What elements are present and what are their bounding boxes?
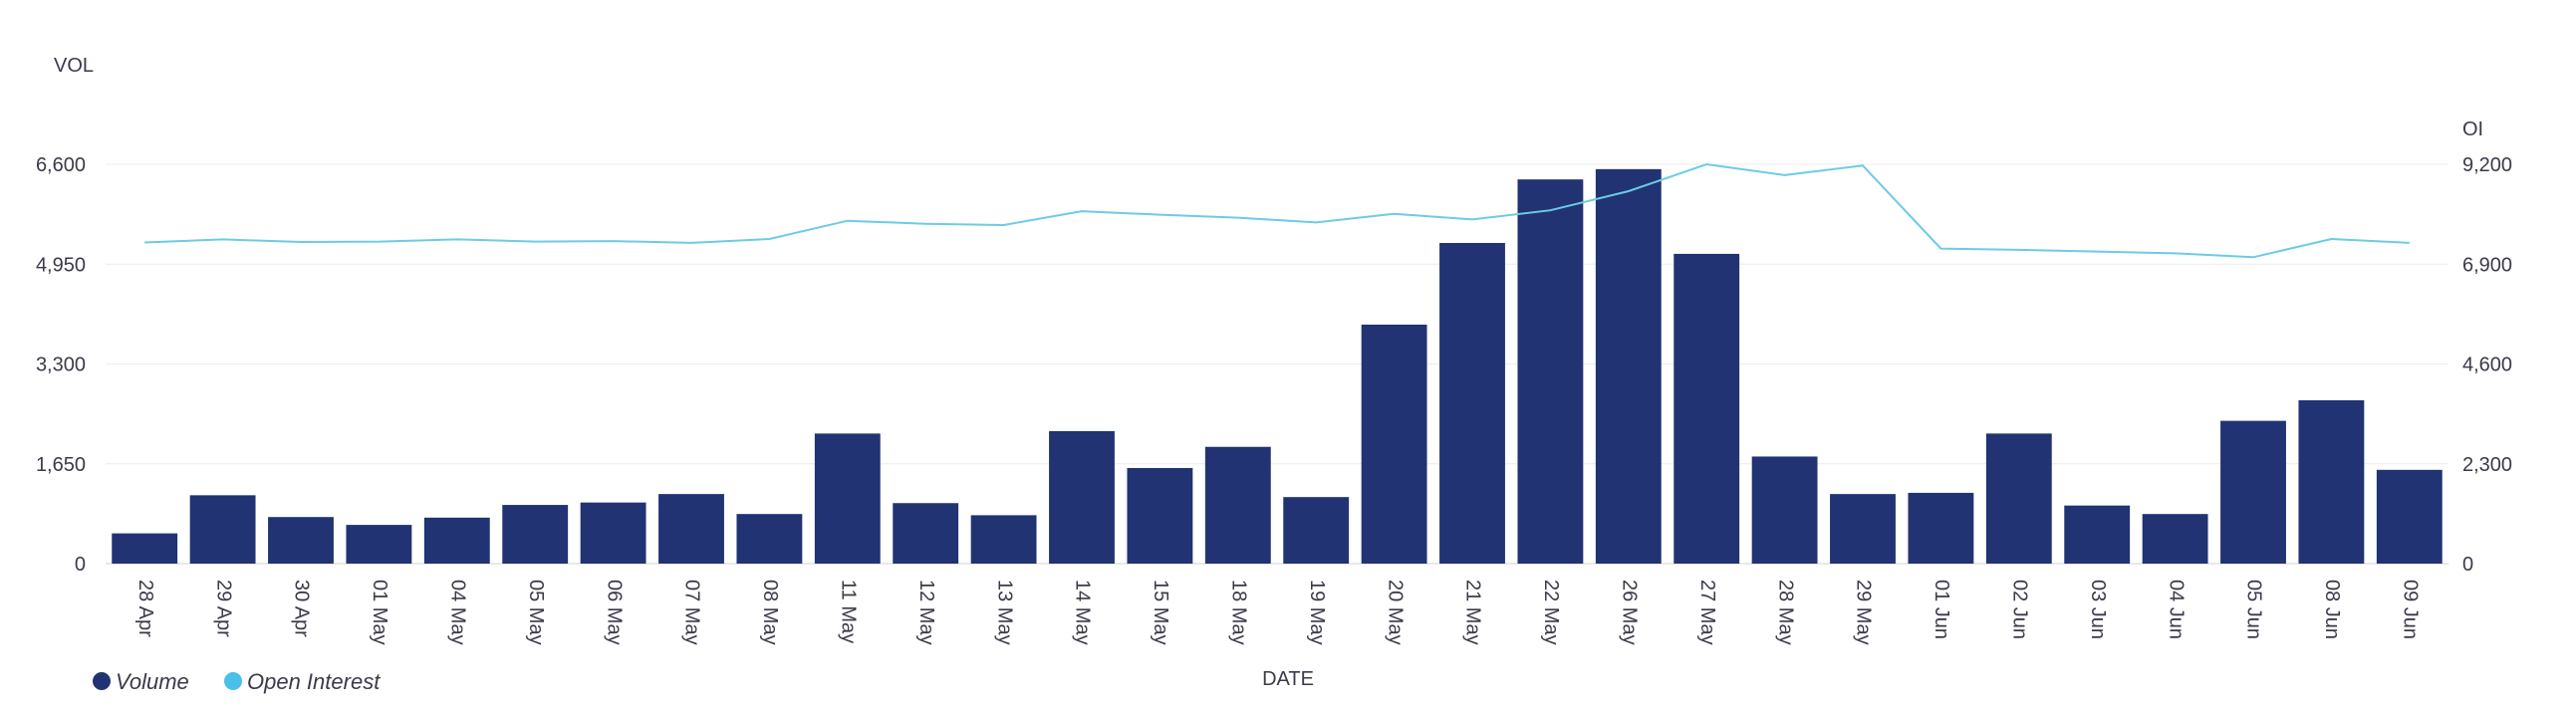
left-axis-title: VOL [54, 55, 94, 77]
right-tick-label: 4,600 [2462, 355, 2512, 376]
volume-bar[interactable] [1361, 325, 1427, 564]
left-tick-label: 0 [75, 554, 86, 576]
x-tick-label: 28 Apr [134, 580, 156, 637]
x-tick-label: 04 Jun [2165, 580, 2187, 639]
x-tick-label: 11 May [838, 580, 860, 643]
volume-bar[interactable] [814, 433, 881, 564]
x-tick-label: 02 Jun [2009, 580, 2031, 639]
volume-bar[interactable] [2220, 420, 2286, 564]
volume-bar[interactable] [1908, 492, 1974, 564]
volume-bar[interactable] [346, 525, 412, 564]
left-tick-label: 4,950 [36, 254, 86, 276]
right-tick-label: 9,200 [2462, 154, 2512, 176]
x-tick-label: 01 May [369, 580, 390, 645]
x-tick-label: 12 May [915, 580, 937, 645]
x-tick-label: 09 Jun [2400, 580, 2422, 639]
open-interest-line[interactable] [144, 162, 2410, 259]
legend-open-interest-label: Open Interest [247, 669, 381, 694]
volume-bar[interactable] [580, 502, 646, 564]
x-tick-label: 08 Jun [2321, 580, 2343, 639]
volume-bar[interactable] [2142, 514, 2208, 564]
gridlines [106, 163, 2448, 565]
volume-bar[interactable] [1204, 446, 1271, 564]
x-tick-label: 01 Jun [1931, 580, 1952, 639]
x-tick-label: 27 May [1696, 580, 1718, 645]
x-tick-label: 29 May [1853, 580, 1875, 645]
x-tick-label: 30 Apr [291, 580, 313, 637]
volume-bar[interactable] [1517, 179, 1584, 564]
volume-bar[interactable] [112, 533, 178, 564]
volume-bar[interactable] [736, 514, 803, 564]
x-tick-label: 29 Apr [212, 580, 234, 637]
volume-bar[interactable] [1830, 494, 1896, 564]
x-tick-label: 21 May [1462, 580, 1484, 645]
volume-bar[interactable] [1049, 430, 1115, 564]
volume-bar[interactable] [1127, 468, 1193, 564]
volume-bar[interactable] [502, 505, 569, 564]
volume-bar[interactable] [2064, 505, 2131, 564]
left-tick-label: 3,300 [36, 355, 86, 376]
right-tick-label: 0 [2462, 554, 2473, 576]
legend: Volume Open Interest [93, 669, 381, 694]
volume-bar[interactable] [1985, 433, 2052, 564]
x-tick-label: 13 May [993, 580, 1015, 645]
volume-bar[interactable] [1751, 456, 1818, 564]
x-tick-label: 07 May [681, 580, 703, 645]
legend-volume-label: Volume [116, 669, 189, 694]
legend-volume-marker [93, 672, 111, 690]
x-tick-label: 08 May [759, 580, 781, 645]
x-tick-label: 18 May [1228, 580, 1250, 645]
volume-bar[interactable] [2298, 399, 2365, 564]
volume-bar[interactable] [1439, 242, 1505, 564]
x-tick-label: 20 May [1384, 580, 1406, 645]
x-tick-label: 05 Jun [2243, 580, 2265, 639]
x-tick-label: 03 Jun [2087, 580, 2109, 639]
legend-item-open-interest[interactable]: Open Interest [224, 669, 381, 694]
x-tick-label: 15 May [1150, 580, 1171, 645]
legend-item-volume[interactable]: Volume [93, 669, 189, 694]
x-tick-label: 19 May [1306, 580, 1328, 645]
left-tick-label: 1,650 [36, 454, 86, 476]
volume-bar[interactable] [893, 503, 959, 564]
x-tick-label: 06 May [603, 580, 625, 645]
volume-bars [112, 168, 2443, 565]
x-tick-label: 28 May [1774, 580, 1796, 645]
volume-bar[interactable] [268, 517, 334, 564]
right-axis-title: OI [2462, 118, 2483, 140]
x-tick-label: 05 May [525, 580, 547, 645]
volume-bar[interactable] [189, 495, 256, 564]
volume-bar[interactable] [1674, 253, 1740, 565]
open-interest-line-group [144, 162, 2410, 259]
volume-bar[interactable] [658, 494, 724, 564]
x-tick-label: 22 May [1540, 580, 1562, 645]
right-tick-label: 2,300 [2462, 454, 2512, 476]
volume-bar[interactable] [423, 517, 490, 564]
x-tick-label: 14 May [1072, 580, 1094, 645]
volume-bar[interactable] [1595, 168, 1662, 565]
x-tick-label: 04 May [447, 580, 469, 645]
x-axis-title: DATE [1262, 668, 1314, 690]
x-axis-ticks: 28 Apr 29 Apr 30 Apr 01 May 04 May 05 May 06 M… [134, 580, 2422, 645]
right-tick-label: 6,900 [2462, 254, 2512, 276]
x-tick-label: 26 May [1619, 580, 1641, 645]
volume-bar[interactable] [970, 515, 1037, 564]
legend-open-interest-marker [224, 672, 242, 690]
volume-bar[interactable] [2376, 469, 2443, 564]
right-axis-ticks: 0 2,300 4,600 6,900 9,200 [2462, 154, 2512, 576]
volume-bar[interactable] [1283, 497, 1350, 564]
left-tick-label: 6,600 [36, 154, 86, 176]
left-axis-ticks: 0 1,650 3,300 4,950 6,600 [36, 154, 86, 576]
